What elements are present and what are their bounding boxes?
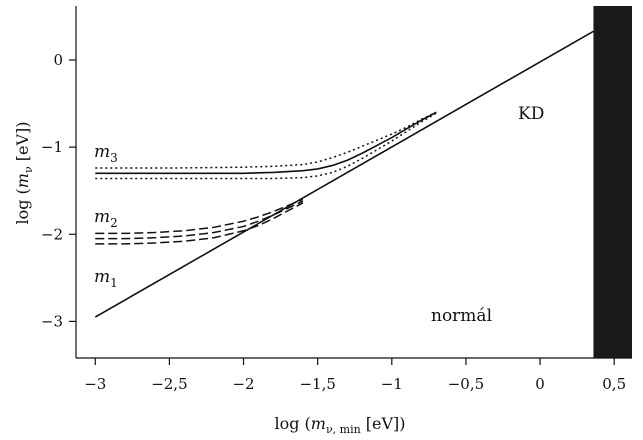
tick-layer: −3 −2,5 −2 −1,5 −1 −0,5 0 0,5 −3 −2 −1 0 [41, 51, 626, 393]
series-line-0-solid [94, 30, 594, 318]
series-line-2-dotted [95, 111, 437, 169]
excluded-region [593, 6, 632, 358]
x-tick-label: −1 [381, 375, 403, 393]
x-tick-label: −0,5 [448, 375, 484, 393]
series-line-4-dashed [95, 198, 304, 235]
y-axis-label: log (mν [eV]) [13, 121, 35, 224]
x-tick-label: −2 [232, 375, 254, 393]
series-label-m2: m2 [94, 207, 118, 230]
x-tick-label: −2,5 [151, 375, 187, 393]
y-tick-label: −3 [41, 312, 63, 330]
annotation-normal: normál [431, 306, 492, 326]
y-tick-label: −2 [41, 225, 63, 243]
y-tick-label: −1 [41, 138, 63, 156]
series-label-m1: m1 [94, 267, 118, 290]
y-tick-label: 0 [53, 51, 63, 69]
axes-layer [75, 6, 632, 359]
series-line-3-dotted [95, 112, 437, 180]
x-axis-label: log (mν, min [eV]) [274, 414, 405, 436]
plot-layer [94, 6, 632, 358]
x-tick-label: 0 [535, 375, 545, 393]
annotation-kd: KD [518, 104, 544, 124]
series-line-5-dashed [95, 200, 304, 240]
x-tick-label: −1,5 [299, 375, 335, 393]
x-tick-label: 0,5 [602, 375, 626, 393]
x-tick-label: −3 [84, 375, 106, 393]
series-line-1-solid [95, 111, 437, 175]
series-label-m3: m3 [94, 142, 118, 165]
series-line-6-dashed [95, 202, 304, 245]
